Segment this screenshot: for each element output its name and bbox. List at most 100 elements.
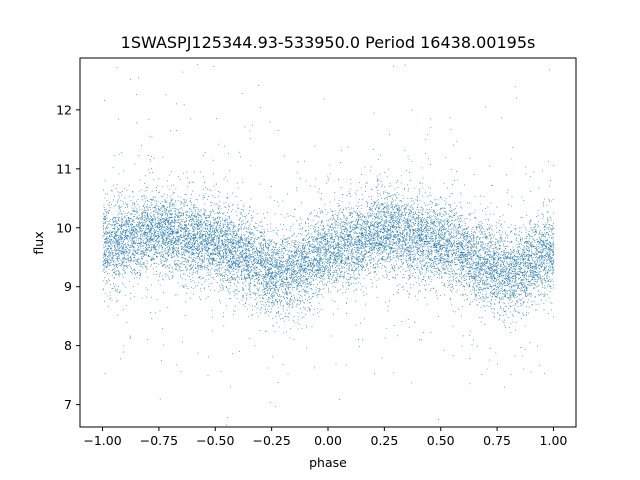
data-point [527,271,529,273]
data-point [229,281,231,283]
data-point [500,284,502,286]
data-point [295,270,297,272]
data-point [189,251,190,253]
data-point [315,263,317,264]
data-point [183,227,185,229]
data-point [121,195,123,197]
data-point [328,273,330,275]
data-point [492,276,494,277]
data-point [452,228,454,230]
data-point [133,231,135,232]
data-point [132,247,134,249]
data-point [381,242,383,244]
data-point [287,272,288,274]
data-point [370,202,372,204]
data-point [379,249,381,251]
data-point [333,254,334,256]
data-point [523,284,525,286]
data-point [484,268,485,270]
data-point [355,220,357,222]
data-point [321,258,322,260]
data-point [356,247,358,249]
data-point [265,311,267,313]
data-point [463,231,465,233]
data-point [347,248,349,250]
data-point [109,259,111,261]
data-point [160,263,162,264]
data-point [458,259,460,261]
data-point [284,270,285,272]
data-point [429,254,430,256]
data-point [363,266,365,268]
data-point [319,289,320,291]
data-point [215,253,216,254]
data-point [204,152,206,154]
data-point [171,277,173,279]
data-point [520,256,521,257]
data-point [491,259,492,261]
data-point [148,232,150,233]
data-point [436,229,438,230]
data-point [204,253,206,254]
data-point [530,245,531,246]
data-point [441,237,443,239]
data-point [344,263,346,264]
data-point [469,241,471,243]
data-point [499,233,501,235]
data-point [122,222,123,223]
data-point [117,191,119,193]
data-point [470,236,471,238]
data-point [162,224,164,226]
data-point [425,224,427,226]
data-point [158,206,160,207]
data-point [549,251,550,253]
data-point [281,295,283,297]
data-point [402,233,404,235]
data-point [337,222,339,223]
data-point [104,251,105,253]
data-point [141,144,142,146]
data-point [389,219,391,221]
data-point [431,279,433,281]
data-point [474,279,476,281]
data-point [201,249,203,250]
data-point [521,318,522,319]
data-point [281,251,282,253]
data-point [132,219,133,221]
data-point [282,274,284,276]
data-point [124,255,125,257]
data-point [507,227,509,228]
data-point [531,251,532,253]
data-point [447,220,448,222]
data-point [166,226,167,227]
data-point [324,258,326,260]
data-point [496,293,498,295]
data-point [257,252,259,254]
data-point [194,250,196,251]
data-point [445,252,447,253]
data-point [230,222,231,224]
data-point [109,255,111,257]
data-point [503,274,505,276]
data-point [392,201,394,203]
data-point [277,268,279,269]
data-point [361,245,363,247]
data-point [540,270,542,272]
data-point [147,239,148,241]
data-point [166,218,168,220]
data-point [320,257,322,258]
data-point [498,240,499,242]
data-point [316,308,318,309]
data-point [183,246,185,248]
data-point [273,281,274,283]
data-point [186,233,188,235]
data-point [350,264,352,266]
data-point [253,251,255,253]
data-point [263,276,265,278]
data-point [503,258,505,260]
data-point [308,232,310,234]
data-point [361,258,363,259]
data-point [206,243,207,245]
data-point [123,231,124,232]
data-point [244,239,246,241]
